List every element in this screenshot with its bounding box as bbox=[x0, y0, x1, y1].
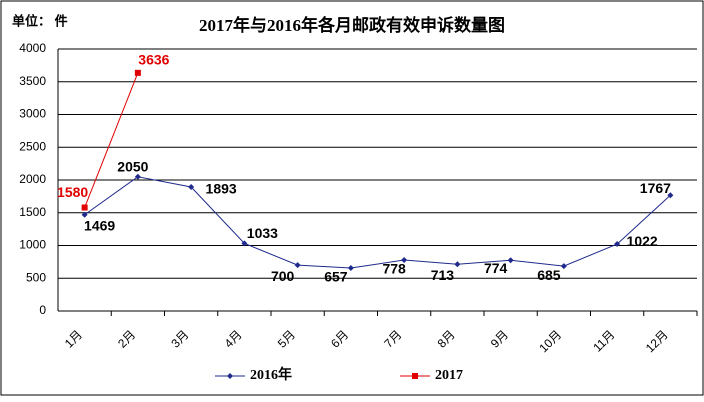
legend-marker bbox=[412, 373, 418, 379]
y-tick-label: 1500 bbox=[19, 205, 46, 219]
marker bbox=[241, 240, 248, 247]
y-tick-label: 4000 bbox=[19, 41, 46, 55]
data-label: 774 bbox=[484, 260, 508, 276]
data-label: 713 bbox=[431, 267, 455, 283]
line-series bbox=[84, 72, 139, 208]
marker bbox=[134, 173, 141, 180]
y-tick-label: 500 bbox=[26, 270, 46, 284]
chart-title: 2017年与2016年各月邮政有效申诉数量图 bbox=[199, 15, 505, 35]
data-label: 657 bbox=[324, 269, 348, 285]
data-label: 700 bbox=[271, 268, 295, 284]
legend-label: 2017 bbox=[435, 368, 463, 383]
marker bbox=[294, 262, 301, 269]
unit-label: 单位： 件 bbox=[12, 13, 68, 28]
legend-marker bbox=[227, 373, 233, 379]
data-label: 685 bbox=[537, 267, 561, 283]
y-tick-label: 2500 bbox=[19, 139, 46, 153]
marker bbox=[507, 257, 514, 264]
marker bbox=[347, 264, 354, 271]
marker bbox=[614, 241, 621, 248]
marker bbox=[667, 192, 674, 199]
legend-label: 2016年 bbox=[250, 366, 292, 383]
marker bbox=[454, 261, 461, 268]
y-tick-label: 1000 bbox=[19, 238, 46, 252]
data-label: 1893 bbox=[206, 181, 237, 197]
y-tick-label: 0 bbox=[39, 303, 46, 317]
data-label: 1767 bbox=[640, 180, 671, 196]
marker bbox=[81, 204, 88, 211]
data-label: 2050 bbox=[117, 158, 148, 174]
data-label: 1469 bbox=[84, 217, 115, 233]
data-label: 1033 bbox=[247, 225, 278, 241]
data-label: 1580 bbox=[57, 184, 88, 200]
y-tick-label: 2000 bbox=[19, 172, 46, 186]
y-tick-label: 3000 bbox=[19, 107, 46, 121]
marker bbox=[81, 211, 88, 218]
data-label: 1022 bbox=[627, 233, 658, 249]
y-tick-label: 3500 bbox=[19, 74, 46, 88]
marker bbox=[401, 257, 408, 264]
marker bbox=[134, 69, 141, 76]
data-label: 778 bbox=[382, 261, 406, 277]
data-label: 3636 bbox=[138, 52, 169, 68]
marker bbox=[188, 184, 195, 191]
marker bbox=[560, 263, 567, 270]
line-series bbox=[84, 176, 671, 269]
